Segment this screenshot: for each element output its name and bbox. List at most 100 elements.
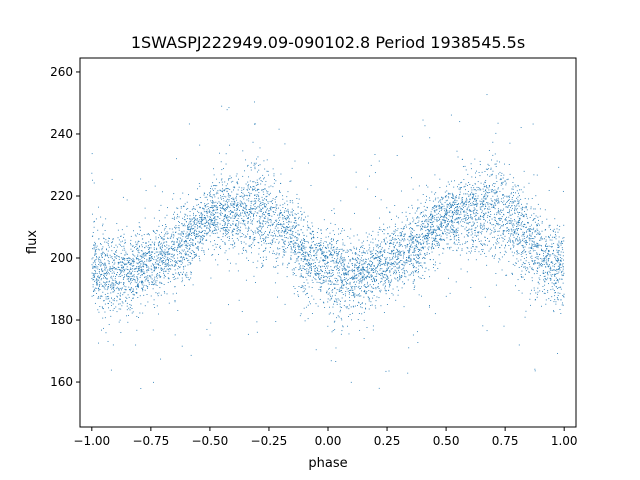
data-point bbox=[153, 283, 155, 285]
data-point bbox=[285, 219, 287, 221]
data-point bbox=[96, 245, 98, 247]
data-point bbox=[222, 206, 224, 208]
data-point bbox=[431, 223, 433, 225]
data-point bbox=[496, 243, 498, 245]
data-point bbox=[279, 212, 281, 214]
data-point bbox=[516, 238, 518, 240]
data-point bbox=[403, 267, 405, 269]
data-point bbox=[511, 230, 513, 232]
data-point bbox=[120, 271, 122, 273]
data-point bbox=[395, 299, 397, 301]
data-point bbox=[213, 202, 215, 204]
data-point bbox=[130, 276, 132, 278]
data-point bbox=[292, 234, 294, 236]
data-point bbox=[363, 296, 365, 298]
data-point bbox=[456, 150, 458, 152]
data-point bbox=[422, 194, 424, 195]
data-point bbox=[267, 217, 269, 219]
data-point bbox=[359, 259, 361, 261]
data-point bbox=[129, 258, 131, 260]
data-point bbox=[284, 226, 286, 228]
data-point bbox=[139, 246, 140, 248]
data-point bbox=[309, 232, 311, 234]
data-point bbox=[237, 230, 239, 232]
data-point bbox=[334, 252, 336, 254]
data-point bbox=[473, 230, 475, 231]
data-point bbox=[319, 245, 321, 246]
data-point bbox=[430, 228, 432, 230]
data-point bbox=[483, 208, 485, 210]
data-point bbox=[352, 279, 354, 280]
data-point bbox=[360, 288, 361, 290]
data-point bbox=[444, 222, 446, 224]
data-point bbox=[340, 286, 342, 288]
data-point bbox=[201, 242, 203, 244]
data-point bbox=[322, 279, 324, 281]
data-point bbox=[209, 210, 211, 212]
data-point bbox=[272, 211, 274, 212]
data-point bbox=[359, 279, 361, 281]
data-point bbox=[182, 233, 184, 235]
data-point bbox=[159, 265, 161, 266]
data-point bbox=[374, 172, 376, 174]
data-point bbox=[489, 203, 491, 205]
data-point bbox=[506, 196, 508, 198]
data-point bbox=[373, 280, 375, 282]
data-point bbox=[373, 295, 375, 296]
data-point bbox=[434, 209, 436, 211]
data-point bbox=[333, 260, 335, 262]
data-point bbox=[466, 230, 468, 232]
data-point bbox=[285, 218, 287, 220]
data-point bbox=[383, 263, 384, 265]
data-point bbox=[468, 206, 470, 208]
data-point bbox=[393, 273, 395, 275]
data-point bbox=[260, 180, 262, 181]
data-point bbox=[140, 266, 142, 268]
data-point bbox=[120, 276, 122, 277]
data-point bbox=[132, 311, 134, 313]
data-point bbox=[306, 279, 308, 281]
data-point bbox=[341, 307, 343, 308]
data-point bbox=[175, 272, 177, 274]
data-point bbox=[317, 237, 319, 238]
data-point bbox=[321, 249, 323, 251]
data-point bbox=[107, 272, 109, 274]
data-point bbox=[316, 270, 318, 272]
data-point bbox=[306, 264, 308, 265]
data-point bbox=[495, 200, 497, 202]
data-point bbox=[278, 217, 279, 219]
data-point bbox=[133, 259, 135, 261]
data-point bbox=[239, 229, 241, 231]
data-point bbox=[386, 269, 388, 270]
data-point bbox=[543, 259, 545, 261]
data-point bbox=[167, 277, 169, 279]
data-point bbox=[155, 232, 157, 234]
data-point bbox=[254, 168, 256, 170]
data-point bbox=[193, 206, 195, 208]
data-point bbox=[441, 232, 443, 234]
data-point bbox=[446, 226, 448, 228]
data-point bbox=[261, 244, 263, 246]
data-point bbox=[186, 218, 188, 220]
data-point bbox=[206, 203, 208, 205]
data-point bbox=[389, 298, 390, 300]
data-point bbox=[508, 245, 510, 246]
data-point bbox=[537, 253, 539, 255]
data-point bbox=[94, 287, 96, 289]
data-point bbox=[561, 240, 563, 242]
data-point bbox=[496, 200, 498, 202]
data-point bbox=[314, 270, 316, 272]
data-point bbox=[393, 247, 395, 249]
data-point bbox=[146, 294, 148, 295]
data-point bbox=[138, 317, 139, 318]
data-point bbox=[138, 262, 140, 264]
data-point bbox=[417, 246, 419, 248]
data-point bbox=[473, 200, 475, 202]
data-point bbox=[141, 282, 143, 284]
data-point bbox=[132, 270, 134, 272]
data-point bbox=[200, 202, 202, 204]
data-point bbox=[208, 192, 210, 194]
data-point bbox=[118, 262, 120, 264]
data-point bbox=[126, 305, 128, 307]
data-point bbox=[378, 228, 380, 230]
